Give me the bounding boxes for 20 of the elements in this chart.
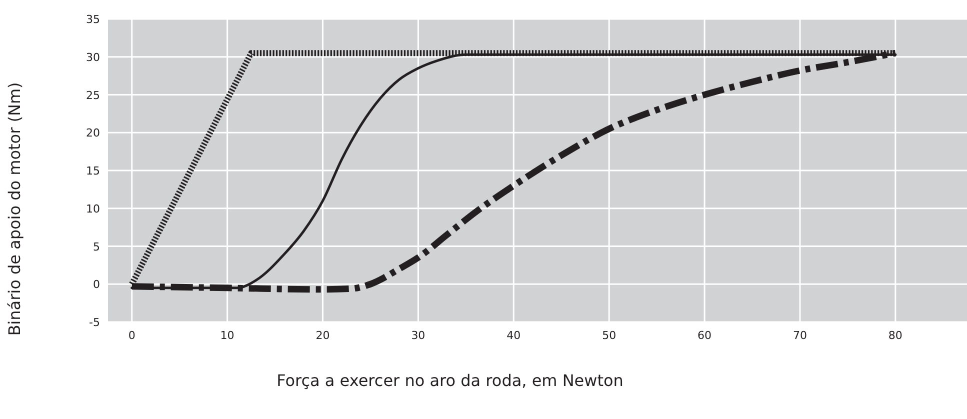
y-tick-label: 30 xyxy=(86,50,100,64)
x-axis-title: Força a exercer no aro da roda, em Newton xyxy=(276,371,624,390)
y-tick-label: 5 xyxy=(93,240,100,254)
y-tick-label: 25 xyxy=(86,88,100,102)
x-tick-label: 60 xyxy=(698,329,712,342)
x-tick-label: 30 xyxy=(411,329,426,342)
x-tick-label: 70 xyxy=(792,329,807,342)
x-tick-label: 0 xyxy=(128,329,136,342)
y-axis-title: Binário de apoio do motor (Nm) xyxy=(5,82,24,336)
x-tick-label: 20 xyxy=(316,329,330,342)
y-tick-label: 10 xyxy=(86,202,100,216)
x-tick-label: 50 xyxy=(602,329,616,342)
x-tick-label: 10 xyxy=(220,329,234,342)
y-tick-label: 20 xyxy=(86,126,100,140)
x-tick-label: 80 xyxy=(888,329,902,342)
y-tick-label: 15 xyxy=(86,164,100,178)
y-tick-label: 0 xyxy=(93,278,100,292)
x-tick-label: 40 xyxy=(506,329,521,342)
y-tick-label: 35 xyxy=(86,13,100,26)
y-tick-label: -5 xyxy=(89,316,100,329)
